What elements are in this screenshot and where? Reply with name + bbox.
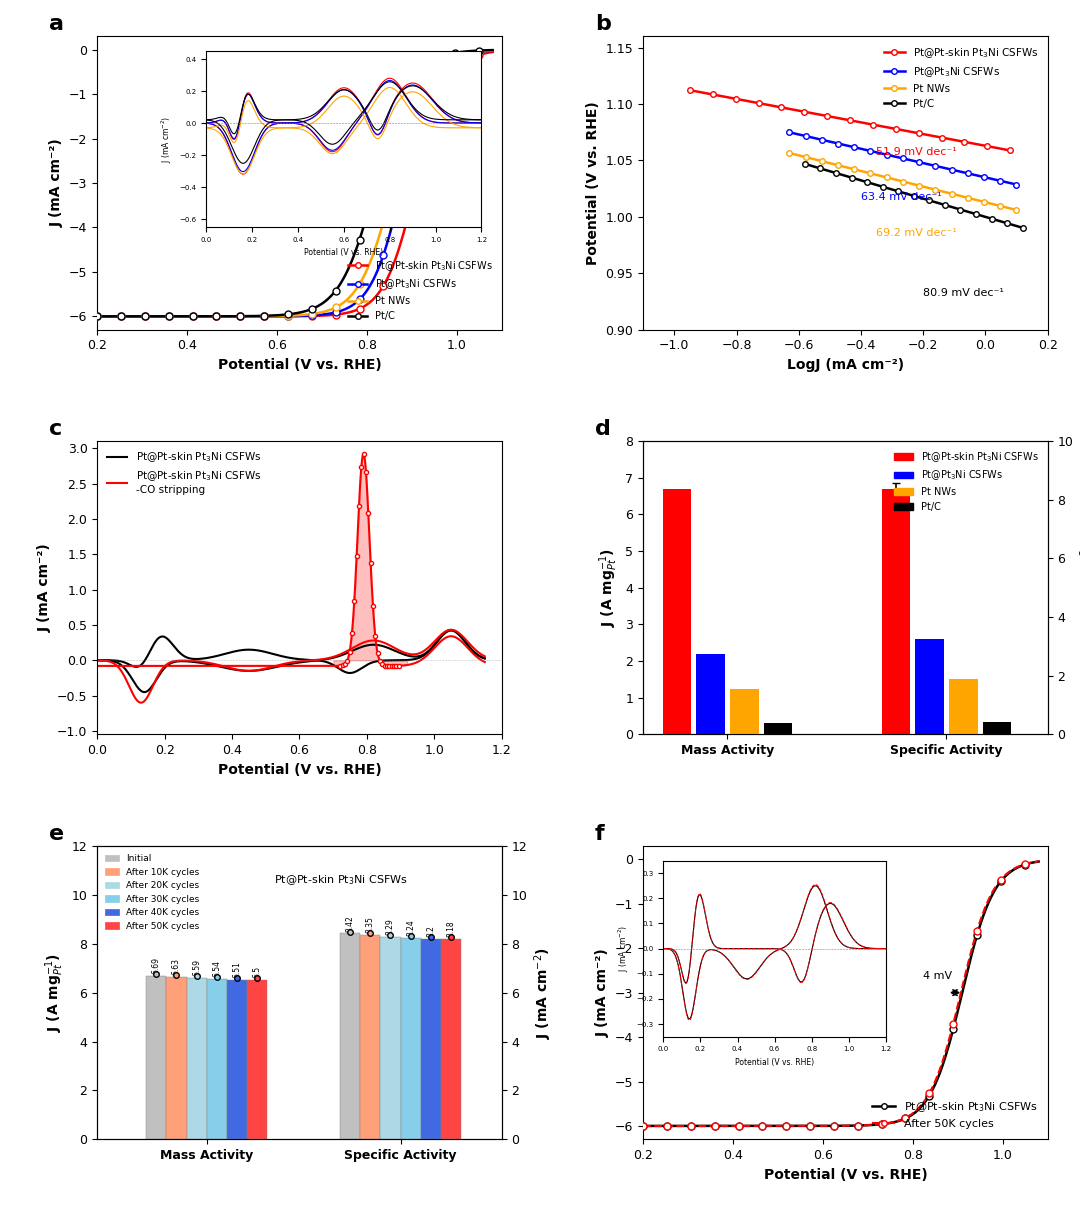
Text: e: e xyxy=(49,824,64,844)
Text: 4 mV: 4 mV xyxy=(923,971,953,982)
Y-axis label: J (mA cm⁻²): J (mA cm⁻²) xyxy=(38,543,52,633)
Bar xyxy=(206,979,227,1139)
Text: 6.5: 6.5 xyxy=(253,966,261,978)
Bar xyxy=(662,488,691,734)
Text: c: c xyxy=(49,419,62,439)
Legend: Initial, After 10K cycles, After 20K cycles, After 30K cycles, After 40K cycles,: Initial, After 10K cycles, After 20K cyc… xyxy=(102,851,203,934)
X-axis label: Potential (V vs. RHE): Potential (V vs. RHE) xyxy=(764,1167,928,1182)
Text: 8.35: 8.35 xyxy=(366,916,375,933)
Text: a: a xyxy=(49,15,64,34)
Text: f: f xyxy=(595,824,605,844)
Bar xyxy=(247,981,268,1139)
Text: 8.42: 8.42 xyxy=(346,915,354,932)
Bar xyxy=(187,978,206,1139)
X-axis label: Potential (V vs. RHE): Potential (V vs. RHE) xyxy=(217,358,381,372)
Legend: Pt@Pt-skin Pt$_3$Ni CSFWs, Pt@Pt$_3$Ni CSFWs, Pt NWs, Pt/C: Pt@Pt-skin Pt$_3$Ni CSFWs, Pt@Pt$_3$Ni C… xyxy=(343,255,497,325)
Bar xyxy=(146,976,166,1139)
Legend: Pt@Pt-skin Pt$_3$Ni CSFWs, Pt@Pt$_3$Ni CSFWs, Pt NWs, Pt/C: Pt@Pt-skin Pt$_3$Ni CSFWs, Pt@Pt$_3$Ni C… xyxy=(890,446,1042,516)
Y-axis label: Potential (V vs. RHE): Potential (V vs. RHE) xyxy=(586,101,600,265)
Text: 6.69: 6.69 xyxy=(151,956,161,973)
Text: 8.29: 8.29 xyxy=(386,917,395,934)
Bar xyxy=(949,680,977,734)
Text: 6.54: 6.54 xyxy=(213,960,221,977)
Text: b: b xyxy=(595,15,610,34)
Y-axis label: J (mA cm⁻²): J (mA cm⁻²) xyxy=(50,138,64,228)
Bar xyxy=(764,724,793,734)
Y-axis label: J (mA cm$^{-2}$): J (mA cm$^{-2}$) xyxy=(1079,542,1080,634)
Legend: Pt@Pt-skin Pt$_3$Ni CSFWs, Pt@Pt$_3$Ni CSFWs, Pt NWs, Pt/C: Pt@Pt-skin Pt$_3$Ni CSFWs, Pt@Pt$_3$Ni C… xyxy=(879,41,1042,113)
X-axis label: Potential (V vs. RHE): Potential (V vs. RHE) xyxy=(217,762,381,777)
Bar xyxy=(340,933,360,1139)
Text: Pt@Pt-skin Pt$_3$Ni CSFWs: Pt@Pt-skin Pt$_3$Ni CSFWs xyxy=(274,873,408,886)
Text: 8.18: 8.18 xyxy=(446,921,456,937)
Legend: Pt@Pt-skin Pt$_3$Ni CSFWs, After 50K cycles: Pt@Pt-skin Pt$_3$Ni CSFWs, After 50K cyc… xyxy=(868,1096,1042,1133)
Text: 51.9 mV dec⁻¹: 51.9 mV dec⁻¹ xyxy=(877,147,957,156)
Bar xyxy=(401,938,421,1139)
Text: d: d xyxy=(595,419,610,439)
Text: 69.2 mV dec⁻¹: 69.2 mV dec⁻¹ xyxy=(877,228,957,238)
Y-axis label: J (A mg$^{-1}_{Pt}$): J (A mg$^{-1}_{Pt}$) xyxy=(597,548,620,628)
Bar xyxy=(166,977,187,1139)
Bar xyxy=(441,939,461,1139)
Y-axis label: J (mA cm$^{-2}$): J (mA cm$^{-2}$) xyxy=(532,947,554,1039)
Text: 8.24: 8.24 xyxy=(406,919,415,936)
Bar xyxy=(730,688,758,734)
Text: 6.59: 6.59 xyxy=(192,959,201,976)
Y-axis label: J (mA cm⁻²): J (mA cm⁻²) xyxy=(595,948,609,1037)
X-axis label: LogJ (mA cm⁻²): LogJ (mA cm⁻²) xyxy=(787,358,904,372)
Bar xyxy=(421,939,441,1139)
Text: 63.4 mV dec⁻¹: 63.4 mV dec⁻¹ xyxy=(861,191,942,202)
Text: 8.2: 8.2 xyxy=(427,925,435,937)
Bar xyxy=(881,488,910,734)
Bar xyxy=(227,981,247,1139)
Y-axis label: J (A mg$^{-1}_{Pt}$): J (A mg$^{-1}_{Pt}$) xyxy=(43,953,66,1033)
Text: 6.51: 6.51 xyxy=(232,961,242,978)
Bar xyxy=(916,639,944,734)
Text: 6.63: 6.63 xyxy=(172,959,180,976)
Bar xyxy=(380,937,401,1139)
Legend: Pt@Pt-skin Pt$_3$Ni CSFWs, Pt@Pt-skin Pt$_3$Ni CSFWs
-CO stripping: Pt@Pt-skin Pt$_3$Ni CSFWs, Pt@Pt-skin Pt… xyxy=(103,446,266,499)
Bar xyxy=(697,653,725,734)
Bar xyxy=(360,936,380,1139)
Bar xyxy=(983,721,1011,734)
Text: 80.9 mV dec⁻¹: 80.9 mV dec⁻¹ xyxy=(923,287,1004,298)
